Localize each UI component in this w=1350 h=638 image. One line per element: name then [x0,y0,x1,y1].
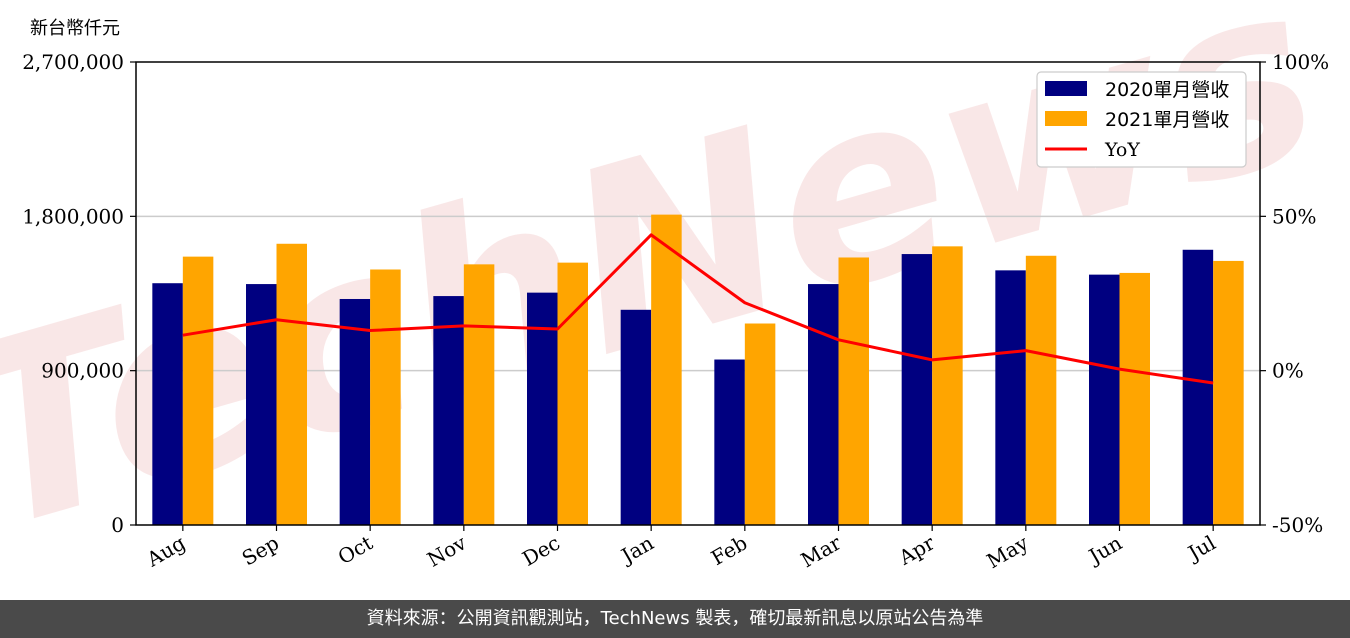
gridlines [136,215,1260,372]
bar-2020-aug [152,283,183,525]
bar-2020-apr [901,254,933,525]
x-tick-label-nov: Nov [423,530,471,572]
bar-2020-nov [433,296,464,525]
right-tick-label: 0% [1272,359,1304,383]
left-axis: 0 900,000 1,800,000 2,700,000 [22,50,136,537]
bar-2020-jun [1089,274,1120,525]
bar-2021-may [1025,255,1057,525]
bar-2020-mar [808,284,839,525]
x-tick-label-jan: Jan [616,530,658,568]
x-tick-label-feb: Feb [707,531,751,570]
bar-2021-jun [1119,272,1150,525]
right-tick-label: 100% [1272,50,1329,74]
x-tick-label-apr: Apr [894,530,939,570]
legend-swatch-2021 [1045,111,1087,126]
plot-frame [135,61,1261,526]
bar-2020-jul [1182,249,1214,525]
left-tick-label: 900,000 [41,359,124,383]
legend-label-2020: 2020單月營收 [1105,79,1229,101]
x-tick-label-jul: Jul [1182,531,1219,566]
bar-2021-jan [651,214,682,525]
bar-2021-mar [838,257,869,525]
bar-2020-oct [339,298,371,525]
bar-2021-sep [276,243,307,525]
yoy-line-path [182,233,1214,385]
right-tick-label: -50% [1272,513,1323,537]
bar-2020-may [995,270,1026,525]
left-tick-label: 2,700,000 [22,50,124,74]
source-footer: 資料來源：公開資訊觀測站，TechNews 製表，確切最新訊息以原站公告為準 [0,600,1350,638]
chart: TechNews 新台幣仟元 0900,0001,800,0002,700,00… [0,0,1347,587]
x-tick-label-jun: Jun [1083,530,1126,569]
unit-label: 新台幣仟元 [30,18,120,39]
bar-2021-aug [182,256,214,525]
left-tick-label: 0 [111,513,124,537]
right-axis: -50% 0% 50% 100% [1260,50,1329,537]
bar-2021-dec [557,262,588,525]
x-axis: Aug Sep Oct Nov Dec Jan Feb Mar Apr May Jun Jul [142,525,1220,573]
legend-swatch-2020 [1045,81,1087,96]
right-tick-label: 50% [1272,204,1316,228]
bar-2020-feb [714,359,745,525]
bar-2021-oct [370,269,401,525]
x-tick-label-oct: Oct [334,531,377,570]
legend-label-yoy: YoY [1104,139,1140,161]
bar-2020-dec [527,292,558,525]
x-tick-label-dec: Dec [518,531,564,571]
bar-2021-apr [932,246,963,525]
yoy-line [182,233,1214,385]
x-tick-label-mar: Mar [797,530,846,572]
x-tick-label-may: May [982,530,1032,573]
left-tick-label: 1,800,000 [22,204,124,228]
legend: 2020單月營收 2021單月營收 YoY [1036,71,1247,168]
bar-2021-feb [744,323,776,525]
legend-label-2021: 2021單月營收 [1105,109,1229,131]
bar-2021-jul [1213,260,1244,525]
bar-2021-nov [463,264,495,525]
x-tick-label-sep: Sep [238,531,283,571]
bar-2020-jan [620,309,652,525]
